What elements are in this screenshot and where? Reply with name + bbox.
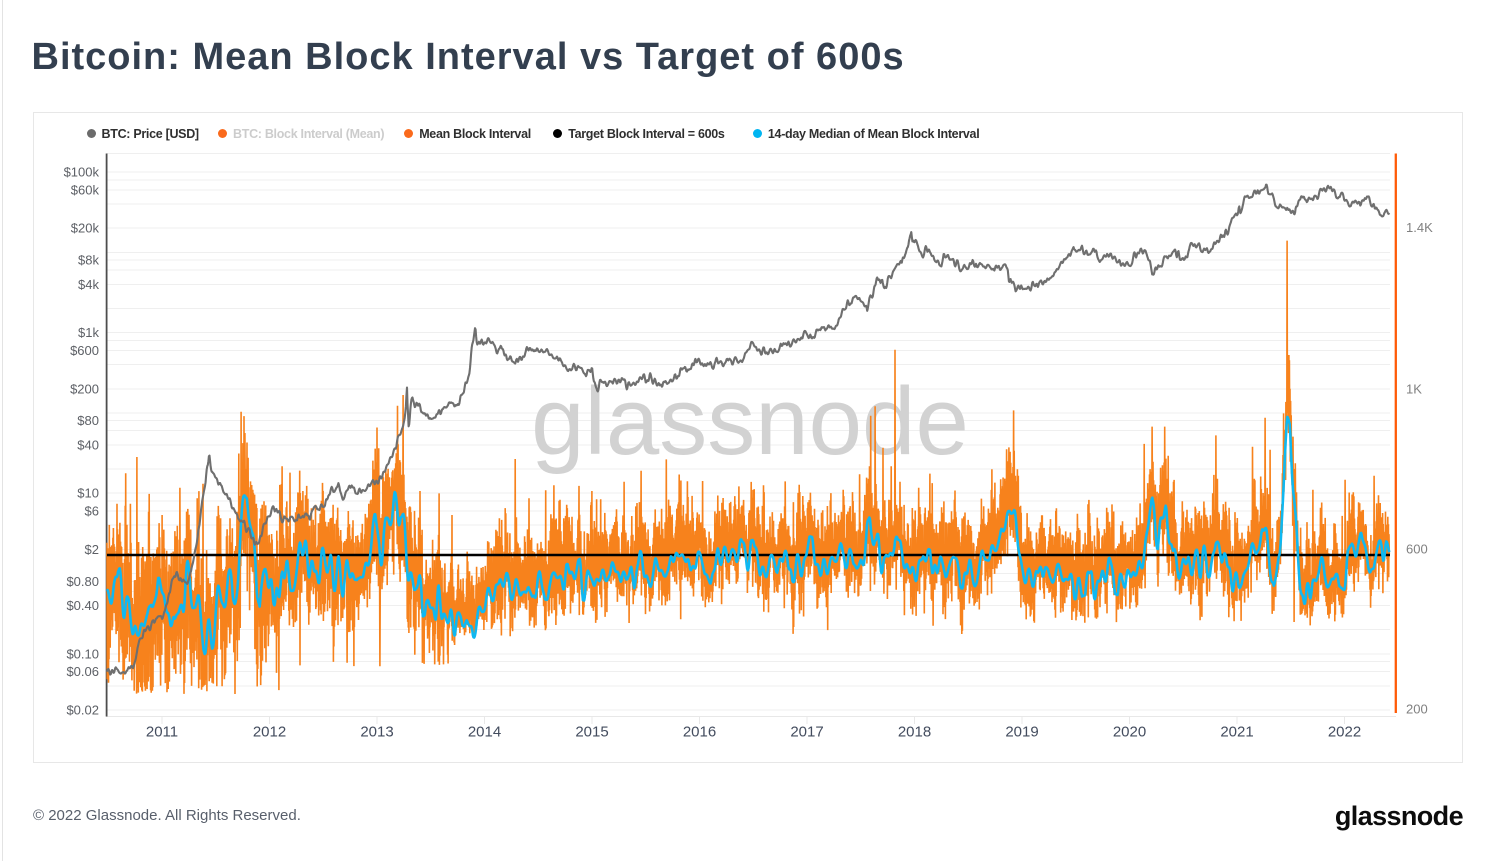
svg-text:2015: 2015: [575, 724, 608, 741]
svg-text:$0.02: $0.02: [66, 703, 99, 718]
svg-text:$0.80: $0.80: [66, 574, 99, 589]
svg-text:2017: 2017: [790, 724, 823, 741]
svg-text:$200: $200: [70, 381, 99, 396]
svg-text:600: 600: [1406, 542, 1428, 557]
svg-text:$0.10: $0.10: [66, 646, 99, 661]
svg-text:$100k: $100k: [64, 165, 100, 180]
svg-text:2014: 2014: [468, 724, 501, 741]
svg-text:2018: 2018: [898, 724, 931, 741]
svg-text:$6: $6: [85, 504, 99, 519]
svg-text:$10: $10: [77, 486, 99, 501]
svg-text:$0.06: $0.06: [66, 664, 99, 679]
svg-text:200: 200: [1406, 702, 1428, 717]
svg-text:2022: 2022: [1328, 724, 1361, 741]
svg-text:$600: $600: [70, 343, 99, 358]
svg-text:$40: $40: [77, 437, 99, 452]
svg-text:2020: 2020: [1113, 724, 1146, 741]
svg-text:2021: 2021: [1220, 724, 1253, 741]
svg-text:$0.40: $0.40: [66, 598, 99, 613]
svg-text:glassnode: glassnode: [531, 368, 969, 475]
svg-text:$8k: $8k: [78, 253, 99, 268]
svg-text:1.4K: 1.4K: [1406, 220, 1433, 235]
svg-text:$60k: $60k: [71, 182, 100, 197]
svg-text:2011: 2011: [146, 724, 178, 741]
svg-text:2019: 2019: [1005, 724, 1038, 741]
svg-text:$1k: $1k: [78, 325, 99, 340]
svg-text:$2: $2: [85, 542, 99, 557]
svg-text:$4k: $4k: [78, 277, 99, 292]
svg-text:1K: 1K: [1406, 382, 1422, 397]
svg-text:$20k: $20k: [71, 221, 100, 236]
svg-text:$80: $80: [77, 413, 99, 428]
svg-text:2013: 2013: [360, 724, 393, 741]
svg-text:2016: 2016: [683, 724, 716, 741]
svg-text:2012: 2012: [253, 724, 286, 741]
